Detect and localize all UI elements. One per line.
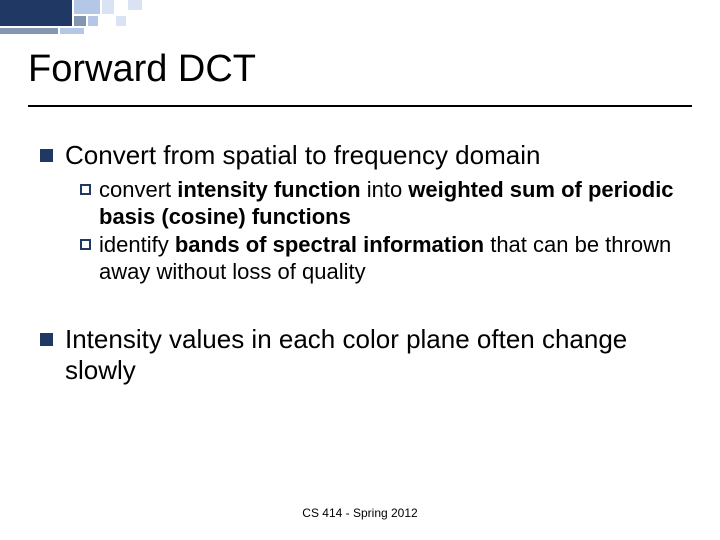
deco-block [74, 16, 86, 26]
filled-square-bullet-icon [40, 333, 53, 346]
filled-square-bullet-icon [40, 149, 53, 162]
deco-block [128, 0, 142, 10]
hollow-square-bullet-icon [80, 184, 91, 195]
hollow-square-bullet-icon [80, 239, 91, 250]
bullet-item: Intensity values in each color plane oft… [40, 324, 680, 385]
deco-block [102, 0, 114, 14]
bullet-text: Intensity values in each color plane oft… [65, 324, 680, 385]
bullet-text: Convert from spatial to frequency domain [65, 140, 540, 171]
sub-bullet-text: convert intensity function into weighted… [99, 177, 680, 231]
deco-block [88, 16, 98, 26]
deco-block [116, 16, 126, 26]
slide-title: Forward DCT [28, 48, 692, 91]
sub-bullet-item: convert intensity function into weighted… [80, 177, 680, 231]
sub-list: convert intensity function into weighted… [80, 177, 680, 286]
sub-bullet-text: identify bands of spectral information t… [99, 232, 680, 286]
deco-block [74, 0, 100, 14]
slide-footer: CS 414 - Spring 2012 [0, 506, 720, 520]
deco-block [60, 28, 84, 34]
deco-block [0, 0, 72, 26]
sub-bullet-item: identify bands of spectral information t… [80, 232, 680, 286]
corner-decoration [0, 0, 180, 36]
title-underline [28, 105, 692, 107]
slide-content: Convert from spatial to frequency domain… [40, 140, 680, 391]
bullet-item: Convert from spatial to frequency domain [40, 140, 680, 171]
deco-block [0, 28, 58, 34]
title-area: Forward DCT [28, 48, 692, 107]
spacer [40, 288, 680, 324]
